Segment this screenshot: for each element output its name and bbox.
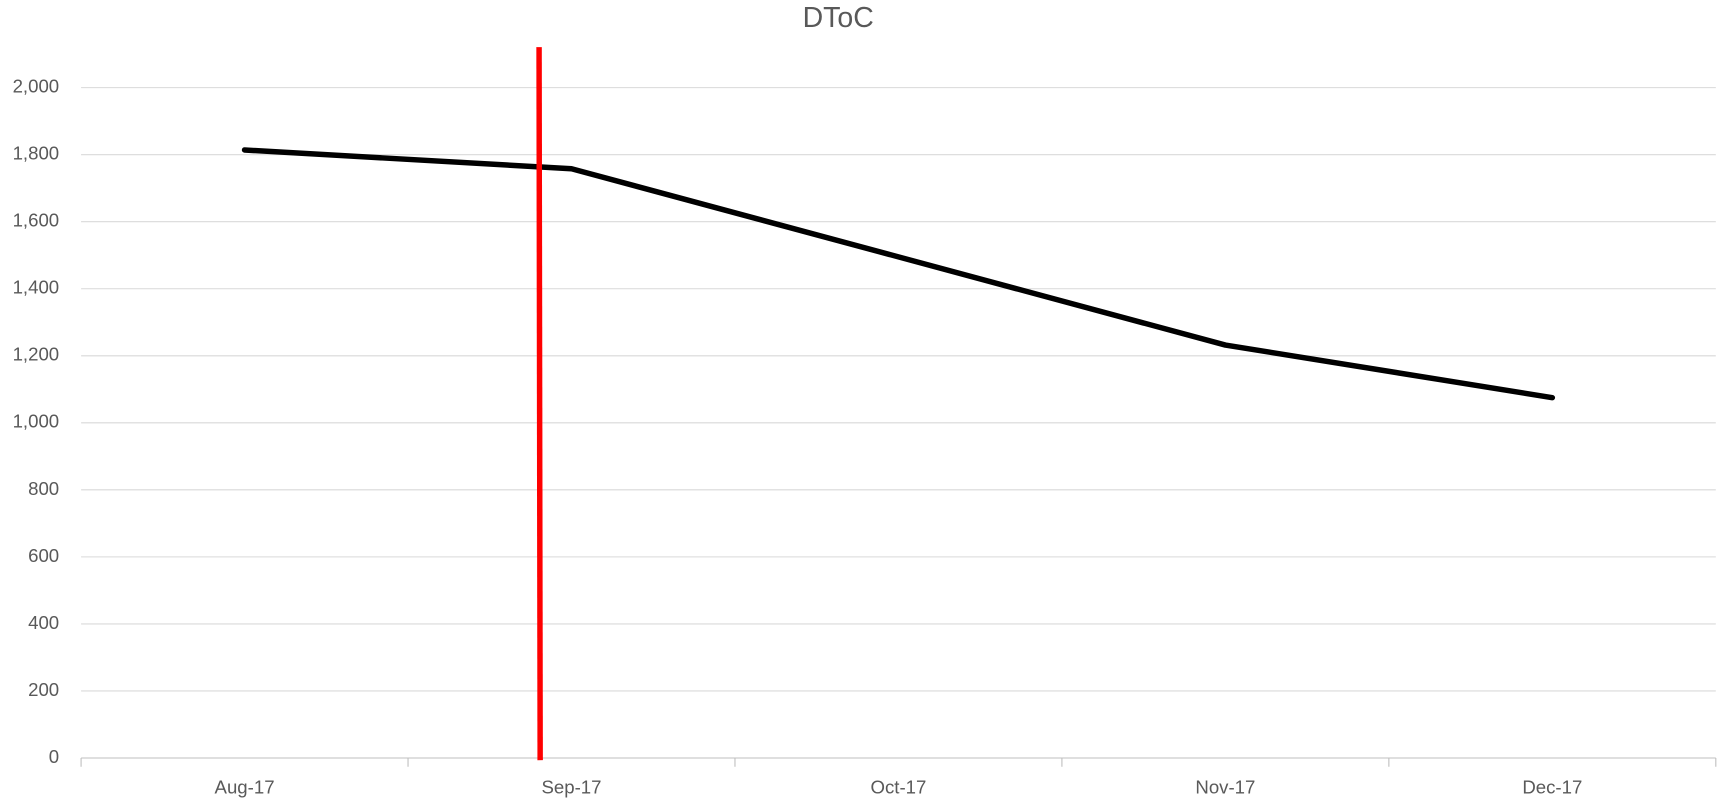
grid: 0 200 400 600 800 1,000 1,200 1,400 1,600 1,800 2,… bbox=[13, 76, 1717, 798]
chart-title: DToC bbox=[803, 2, 874, 34]
y-tick-label: 2,000 bbox=[13, 76, 60, 97]
x-tick-label: Nov-17 bbox=[1195, 777, 1255, 798]
x-tick-label: Sep-17 bbox=[541, 777, 601, 798]
y-tick-label: 200 bbox=[28, 679, 59, 700]
x-tick-label: Oct-17 bbox=[871, 777, 927, 798]
y-tick-label: 1,800 bbox=[13, 143, 60, 164]
y-tick-label: 1,000 bbox=[13, 411, 60, 432]
marker-line bbox=[536, 47, 543, 761]
y-tick-label: 1,200 bbox=[13, 344, 60, 365]
y-tick-label: 600 bbox=[28, 545, 59, 566]
x-tick-label: Dec-17 bbox=[1522, 777, 1582, 798]
y-tick-label: 400 bbox=[28, 612, 59, 633]
y-tick-label: 800 bbox=[28, 478, 59, 499]
y-tick-label: 0 bbox=[49, 746, 59, 767]
marks bbox=[241, 147, 1556, 401]
y-tick-label: 1,400 bbox=[13, 277, 60, 298]
x-tick-label: Aug-17 bbox=[215, 777, 275, 798]
series-line bbox=[241, 147, 1556, 401]
y-tick-label: 1,600 bbox=[13, 210, 60, 231]
